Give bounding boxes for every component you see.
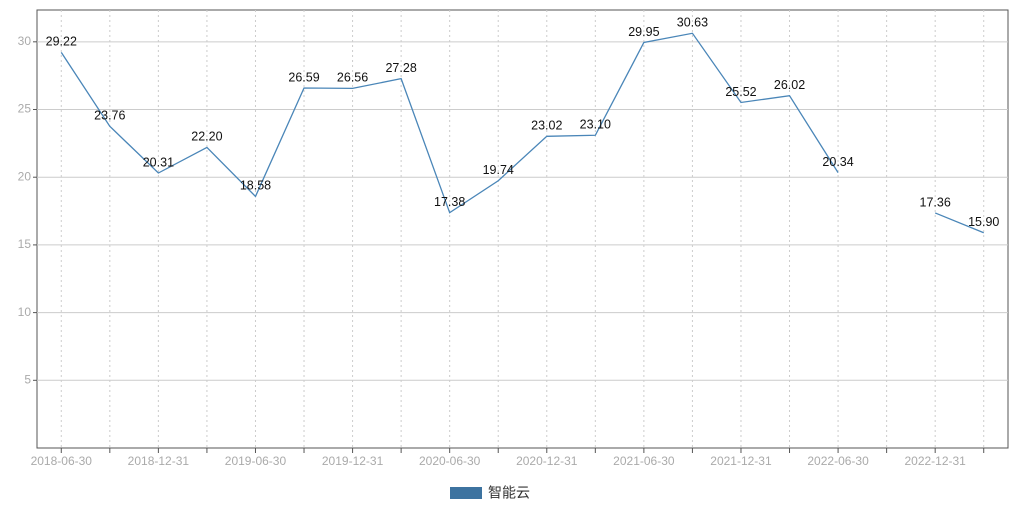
data-label: 15.90 [968, 215, 999, 229]
y-tick-label: 30 [18, 34, 32, 48]
data-label: 20.31 [143, 155, 174, 169]
y-tick-label: 15 [18, 237, 32, 251]
y-tick-label: 10 [18, 305, 32, 319]
data-label: 29.22 [46, 35, 77, 49]
data-label: 23.10 [580, 118, 611, 132]
x-tick-label: 2018-12-31 [128, 454, 190, 468]
data-label: 18.58 [240, 179, 271, 193]
plot-frame [36, 9, 1009, 449]
data-label: 30.63 [677, 16, 708, 30]
x-tick-label: 2019-06-30 [225, 454, 287, 468]
data-label: 26.02 [774, 78, 805, 92]
data-label: 17.38 [434, 195, 465, 209]
data-label: 23.02 [531, 119, 562, 133]
data-label: 26.56 [337, 71, 368, 85]
x-tick-label: 2021-06-30 [613, 454, 675, 468]
y-tick-label: 25 [18, 102, 32, 116]
legend-swatch [450, 487, 482, 499]
data-label: 26.59 [288, 70, 319, 84]
data-label: 20.34 [822, 155, 853, 169]
line [60, 32, 984, 234]
legend-label: 智能云 [488, 485, 530, 501]
x-tick-label: 2020-12-31 [516, 454, 578, 468]
x-tick-label: 2020-06-30 [419, 454, 481, 468]
x-tick-label: 2019-12-31 [322, 454, 384, 468]
data-label: 23.76 [94, 109, 125, 123]
x-tick-label: 2021-12-31 [710, 454, 772, 468]
data-label: 19.74 [483, 163, 514, 177]
y-tick-label: 20 [18, 169, 32, 183]
data-label: 22.20 [191, 130, 222, 144]
data-label: 25.52 [725, 85, 756, 99]
y-tick-label: 5 [24, 372, 31, 386]
data-label: 27.28 [385, 61, 416, 75]
data-label: 29.95 [628, 25, 659, 39]
x-tick-label: 2022-06-30 [807, 454, 869, 468]
data-label: 17.36 [920, 195, 951, 209]
x-tick-label: 2022-12-31 [904, 454, 966, 468]
x-tick-label: 2018-06-30 [31, 454, 93, 468]
